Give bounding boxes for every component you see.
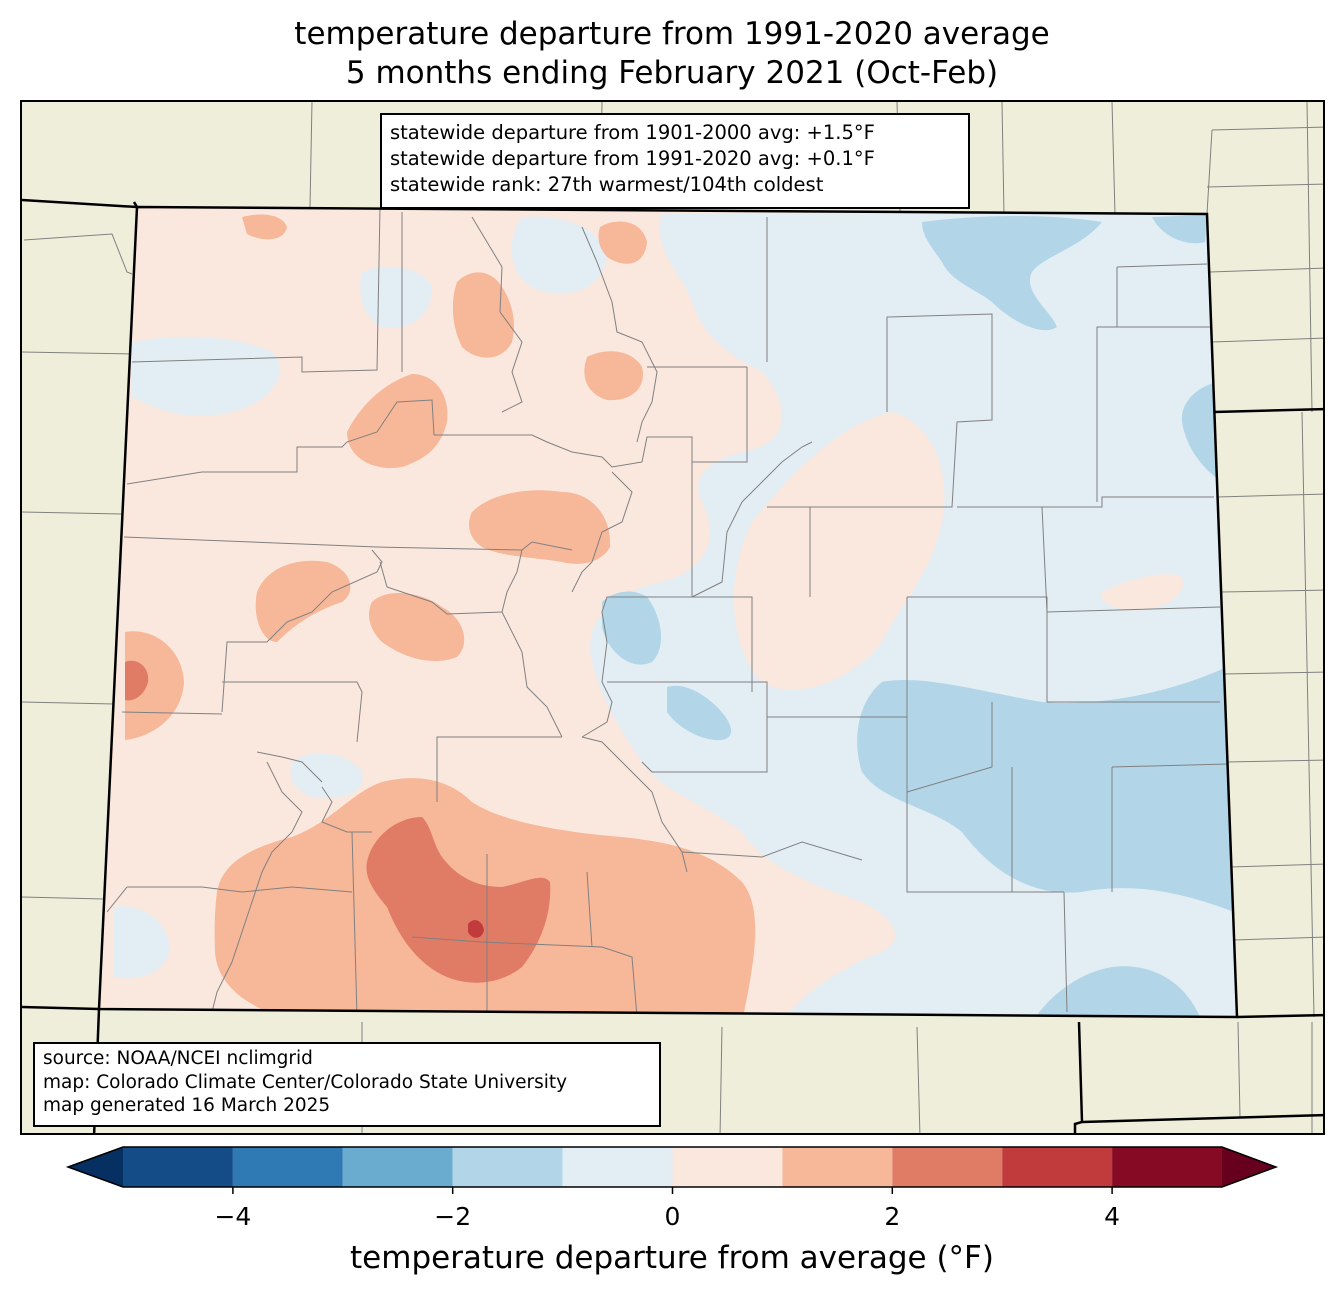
anomaly-fill-1-to-2-west2 — [369, 592, 465, 662]
colorbar-cell — [232, 1147, 343, 1187]
statewide-stats-box: statewide departure from 1901-2000 avg: … — [380, 113, 970, 209]
anomaly-fill-minus2-to-minus1-ne2 — [1152, 215, 1207, 244]
anomaly-fill-2-to-3-south — [366, 817, 551, 983]
anomaly-fill-1-to-2-northwest — [347, 374, 448, 468]
colorbar-outline — [65, 1146, 1279, 1188]
map-credit-line: map: Colorado Climate Center/Colorado St… — [43, 1071, 568, 1093]
anomaly-fill-1-to-2-central-north — [469, 490, 611, 564]
source-credits-box: source: NOAA/NCEI nclimgrid map: Colorad… — [33, 1042, 661, 1127]
map-title-line2: 5 months ending February 2021 (Oct-Feb) — [345, 55, 999, 91]
colorbar-cell — [342, 1147, 453, 1187]
colorbar-tick-label: 0 — [664, 1202, 681, 1231]
map-title-line1: temperature departure from 1991-2020 ave… — [294, 16, 1050, 52]
anomaly-fill-1-to-2-north1 — [242, 214, 287, 240]
anomaly-fill-minus2-to-minus1-se — [857, 667, 1234, 912]
anomaly-fill-3-to-4-spot — [468, 920, 484, 938]
stats-line-1901-2000: statewide departure from 1901-2000 avg: … — [390, 121, 875, 144]
cool-patch-central — [290, 753, 363, 799]
anomaly-fill-1-to-2-north3 — [452, 272, 514, 358]
generated-date-line: map generated 16 March 2025 — [43, 1095, 331, 1116]
colorbar-cell — [782, 1147, 893, 1187]
warm-patch-east-central — [733, 412, 945, 690]
anomaly-fill-minus2-to-minus1-south — [1032, 966, 1202, 1017]
colorbar-cell — [452, 1147, 563, 1187]
anomaly-fill-2-to-3-west — [125, 660, 149, 701]
anomaly-fill-1-to-2-north4 — [584, 351, 643, 401]
colorbar-cell — [562, 1147, 673, 1187]
colorbar-extend-low — [68, 1147, 123, 1187]
colorbar — [65, 1146, 1279, 1194]
colorbar-tick-label: 2 — [884, 1202, 901, 1231]
stats-line-rank: statewide rank: 27th warmest/104th colde… — [390, 173, 824, 196]
colorbar-cell — [892, 1147, 1003, 1187]
anomaly-fill-minus2-to-minus1-central1 — [602, 591, 662, 665]
cool-patch-sw — [114, 906, 170, 979]
anomaly-fill-minus2-to-minus1-ne — [922, 216, 1102, 331]
colorbar-cell — [1002, 1147, 1113, 1187]
anomaly-fill-minus2-to-minus1-east-edge — [1181, 382, 1222, 482]
colorbar-cells — [65, 1146, 1279, 1188]
colorbar-ticks — [232, 1187, 1113, 1194]
colorbar-tick-label: −4 — [214, 1202, 252, 1231]
cool-patch-north — [511, 216, 607, 294]
stats-line-1991-2020: statewide departure from 1991-2020 avg: … — [390, 147, 875, 170]
colorbar-tick-label: 4 — [1104, 1202, 1121, 1231]
colorbar-label: temperature departure from average (°F) — [350, 1240, 994, 1276]
anomaly-fill-1-to-2-north2 — [598, 221, 647, 264]
colorbar-tick-label: −2 — [434, 1202, 472, 1231]
colorbar-extend-high — [1222, 1147, 1276, 1187]
warm-patch-east-small — [1101, 574, 1183, 611]
colorbar-cell — [672, 1147, 783, 1187]
neighbor-state-borders — [22, 198, 1323, 1133]
source-line: source: NOAA/NCEI nclimgrid — [43, 1048, 313, 1069]
anomaly-fill-1-to-2-west1 — [255, 560, 351, 642]
colorbar-cell — [1112, 1147, 1222, 1187]
cool-patch-west-1 — [132, 336, 280, 417]
colorado-county-lines — [106, 207, 1228, 1017]
colorado-temperature-map — [22, 102, 1323, 1133]
map-frame: statewide departure from 1901-2000 avg: … — [20, 100, 1325, 1135]
anomaly-fill-minus2-to-minus1-central2 — [667, 685, 732, 741]
colorbar-cell — [123, 1147, 233, 1187]
